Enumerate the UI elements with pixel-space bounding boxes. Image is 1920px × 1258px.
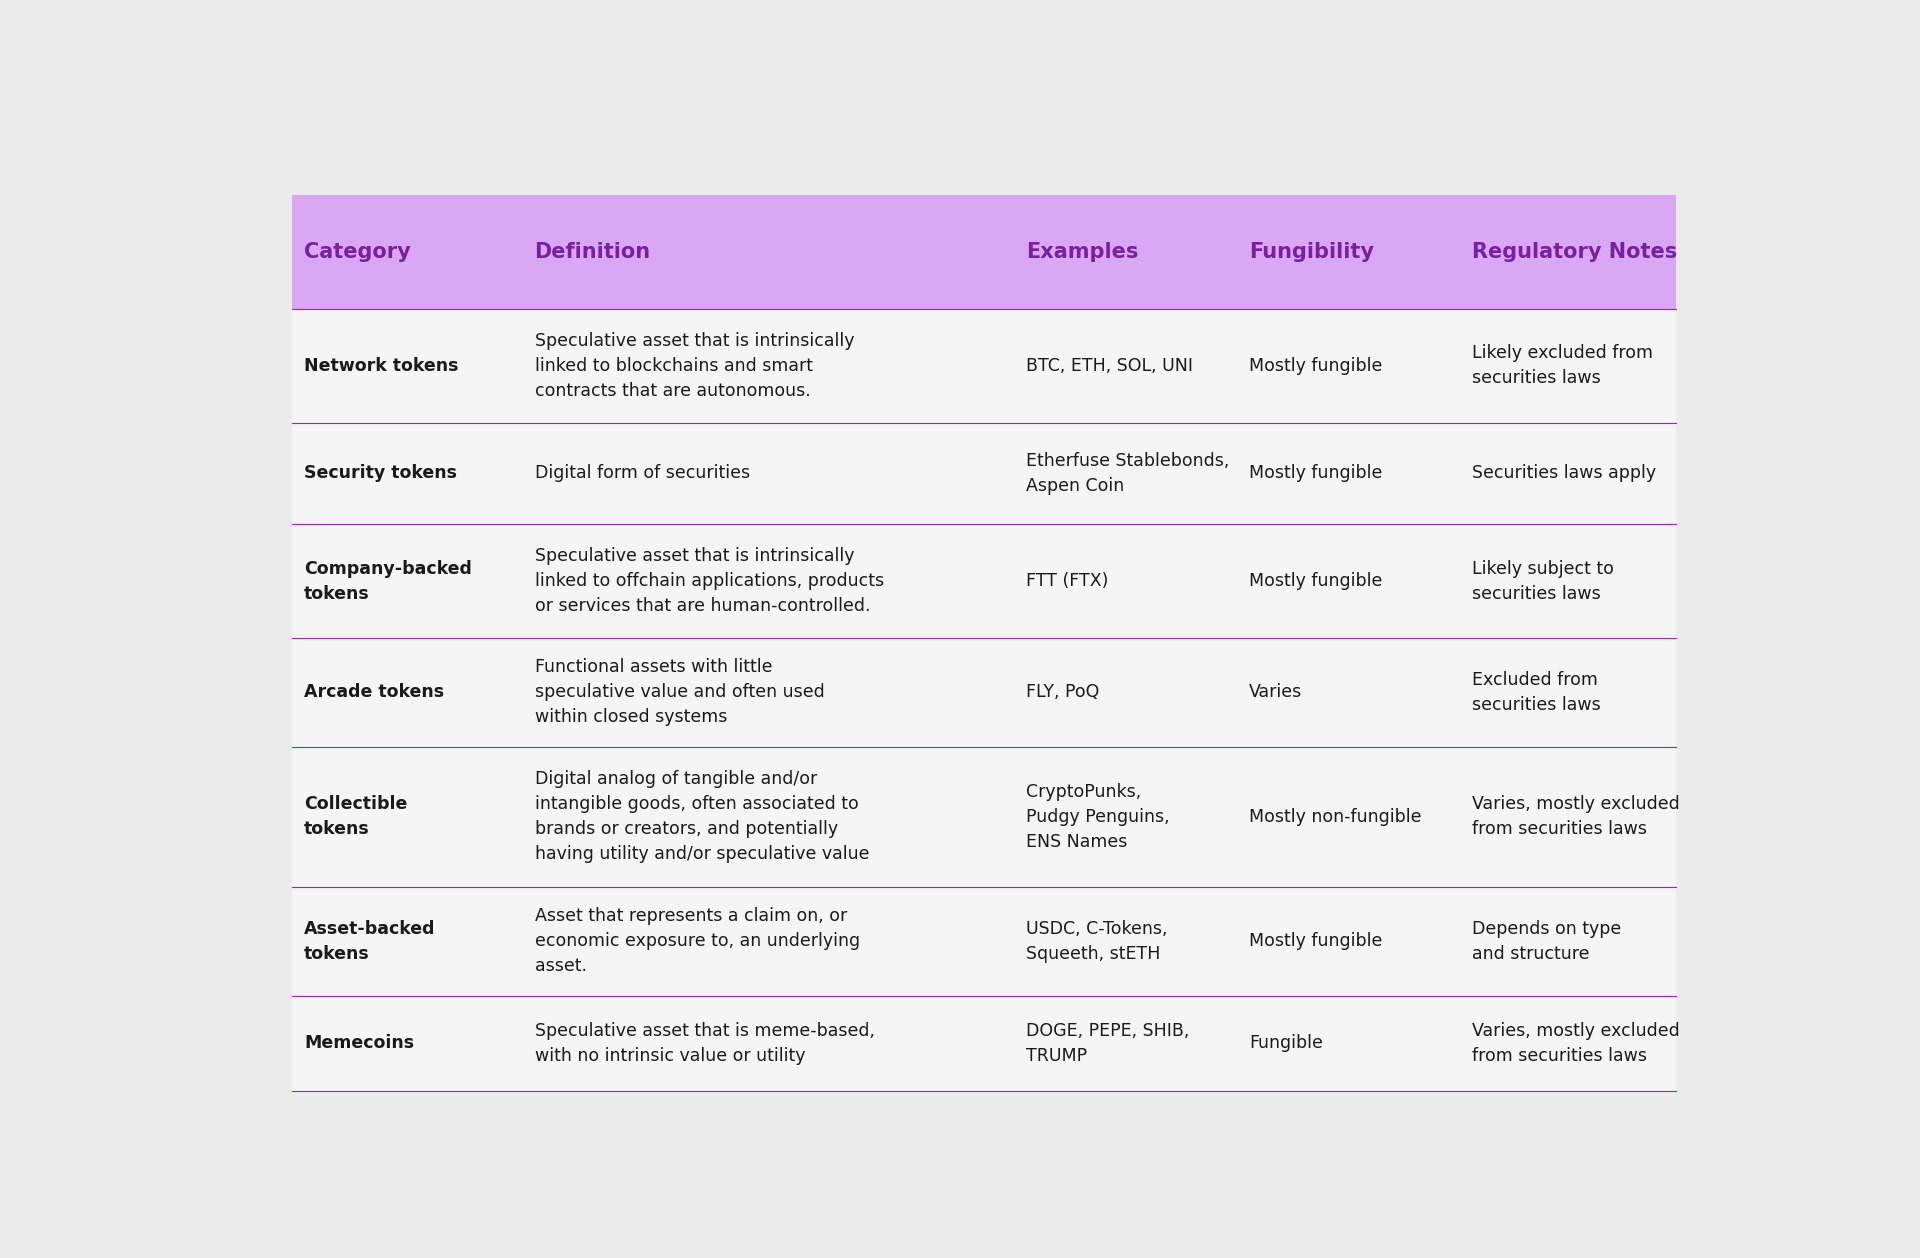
Text: Regulatory Notes: Regulatory Notes	[1473, 242, 1678, 262]
Text: Depends on type
and structure: Depends on type and structure	[1473, 920, 1620, 962]
Text: Examples: Examples	[1025, 242, 1139, 262]
Text: Speculative asset that is meme-based,
with no intrinsic value or utility: Speculative asset that is meme-based, wi…	[534, 1021, 876, 1064]
Text: CryptoPunks,
Pudgy Penguins,
ENS Names: CryptoPunks, Pudgy Penguins, ENS Names	[1025, 782, 1169, 850]
FancyBboxPatch shape	[292, 195, 1676, 1091]
Text: Category: Category	[303, 242, 411, 262]
Text: Varies: Varies	[1248, 683, 1302, 702]
Text: Arcade tokens: Arcade tokens	[303, 683, 444, 702]
Text: Mostly non-fungible: Mostly non-fungible	[1248, 808, 1421, 827]
Text: Definition: Definition	[534, 242, 651, 262]
Text: BTC, ETH, SOL, UNI: BTC, ETH, SOL, UNI	[1025, 357, 1192, 375]
Text: Varies, mostly excluded
from securities laws: Varies, mostly excluded from securities …	[1473, 1021, 1680, 1064]
Text: Digital form of securities: Digital form of securities	[534, 464, 749, 482]
Text: Digital analog of tangible and/or
intangible goods, often associated to
brands o: Digital analog of tangible and/or intang…	[534, 770, 870, 863]
Text: Memecoins: Memecoins	[303, 1034, 415, 1052]
Text: Excluded from
securities laws: Excluded from securities laws	[1473, 671, 1601, 715]
Text: FTT (FTX): FTT (FTX)	[1025, 572, 1108, 590]
Text: Varies, mostly excluded
from securities laws: Varies, mostly excluded from securities …	[1473, 795, 1680, 839]
Text: Collectible
tokens: Collectible tokens	[303, 795, 407, 839]
Text: Mostly fungible: Mostly fungible	[1248, 572, 1382, 590]
Text: Asset that represents a claim on, or
economic exposure to, an underlying
asset.: Asset that represents a claim on, or eco…	[534, 907, 860, 975]
Text: Likely excluded from
securities laws: Likely excluded from securities laws	[1473, 345, 1653, 387]
Text: Security tokens: Security tokens	[303, 464, 457, 482]
Text: Fungibility: Fungibility	[1248, 242, 1375, 262]
Text: USDC, C-Tokens,
Squeeth, stETH: USDC, C-Tokens, Squeeth, stETH	[1025, 920, 1167, 962]
Text: FLY, PoQ: FLY, PoQ	[1025, 683, 1098, 702]
Text: Securities laws apply: Securities laws apply	[1473, 464, 1657, 482]
Text: Asset-backed
tokens: Asset-backed tokens	[303, 920, 436, 962]
Text: Mostly fungible: Mostly fungible	[1248, 357, 1382, 375]
Text: Likely subject to
securities laws: Likely subject to securities laws	[1473, 560, 1615, 603]
Text: Mostly fungible: Mostly fungible	[1248, 464, 1382, 482]
Text: Speculative asset that is intrinsically
linked to offchain applications, product: Speculative asset that is intrinsically …	[534, 547, 883, 615]
FancyBboxPatch shape	[292, 195, 1676, 309]
Text: Mostly fungible: Mostly fungible	[1248, 932, 1382, 951]
Text: Company-backed
tokens: Company-backed tokens	[303, 560, 472, 603]
Text: Speculative asset that is intrinsically
linked to blockchains and smart
contract: Speculative asset that is intrinsically …	[534, 332, 854, 400]
Text: Fungible: Fungible	[1248, 1034, 1323, 1052]
Text: Etherfuse Stablebonds,
Aspen Coin: Etherfuse Stablebonds, Aspen Coin	[1025, 452, 1229, 494]
Text: DOGE, PEPE, SHIB,
TRUMP: DOGE, PEPE, SHIB, TRUMP	[1025, 1021, 1188, 1064]
Text: Functional assets with little
speculative value and often used
within closed sys: Functional assets with little speculativ…	[534, 658, 824, 726]
Text: Network tokens: Network tokens	[303, 357, 459, 375]
